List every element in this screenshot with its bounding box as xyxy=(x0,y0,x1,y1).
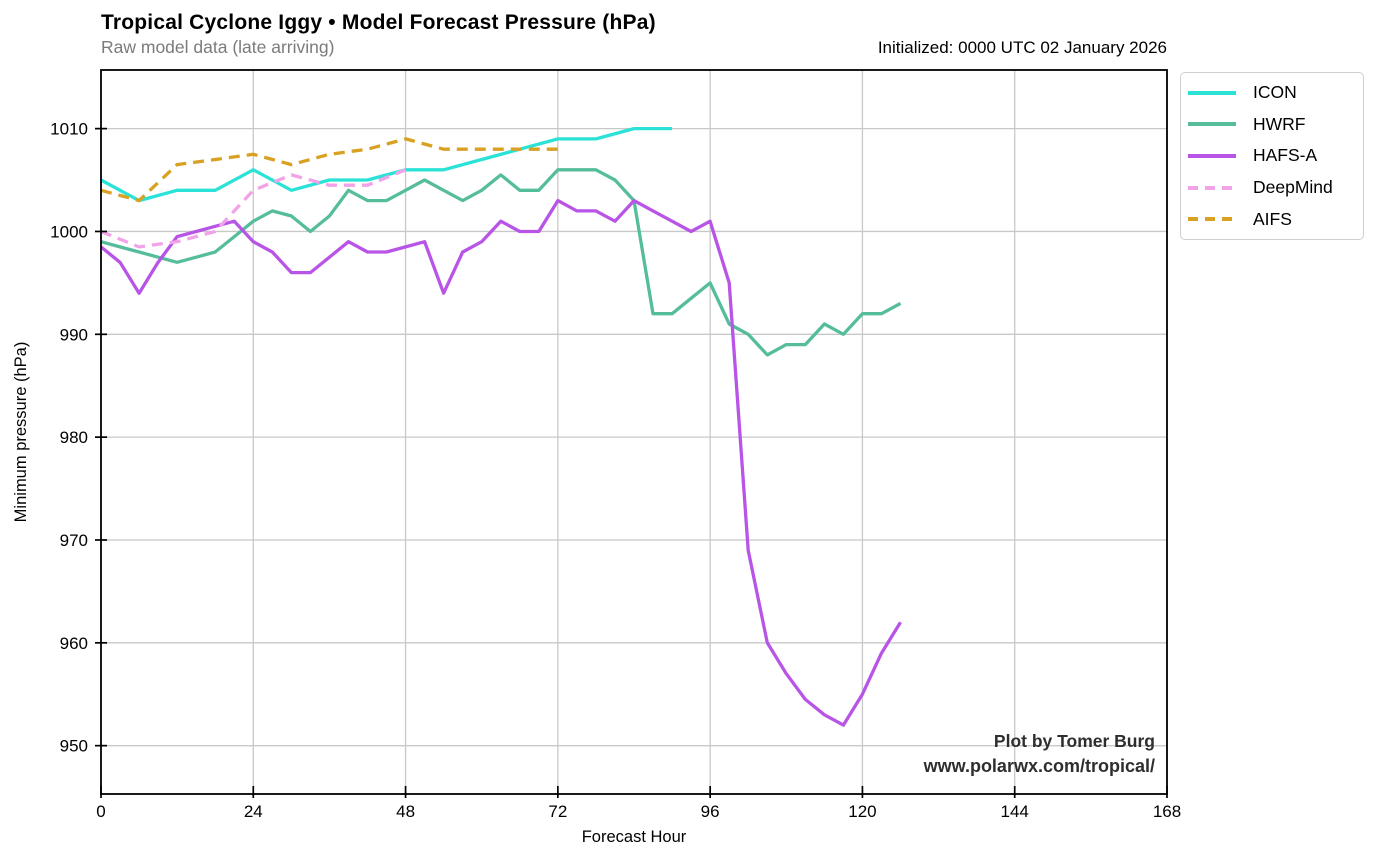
series-line-aifs xyxy=(100,137,558,203)
legend-label-aifs: AIFS xyxy=(1253,208,1292,229)
y-tick-label: 960 xyxy=(60,634,88,653)
watermark-author: Plot by Tomer Burg xyxy=(993,731,1155,751)
y-tick-label: 990 xyxy=(60,325,88,344)
x-tick-label: 96 xyxy=(701,802,720,821)
x-tick-label: 168 xyxy=(1153,802,1181,821)
y-tick-label: 970 xyxy=(60,531,88,550)
legend-item-hwrf: HWRF xyxy=(1188,114,1363,135)
legend-swatch-aifs xyxy=(1188,217,1236,222)
y-axis-label: Minimum pressure (hPa) xyxy=(12,342,30,523)
x-tick-label: 144 xyxy=(1001,802,1029,821)
series-line-hwrf xyxy=(100,168,902,357)
legend-label-deepmind: DeepMind xyxy=(1253,177,1333,198)
plot-frame xyxy=(100,69,1168,795)
watermark-url: www.polarwx.com/tropical/ xyxy=(923,756,1155,776)
legend-item-deepmind: DeepMind xyxy=(1188,177,1363,198)
series-line-hafs-a xyxy=(99,198,902,727)
legend-swatch-hwrf xyxy=(1188,122,1236,127)
y-tick-label: 980 xyxy=(60,428,88,447)
init-timestamp: Initialized: 0000 UTC 02 January 2026 xyxy=(877,38,1167,57)
legend-swatch-deepmind xyxy=(1188,185,1236,190)
x-tick-label: 0 xyxy=(96,802,105,821)
y-tick-label: 950 xyxy=(60,737,88,756)
x-tick-label: 72 xyxy=(548,802,567,821)
y-tick-label: 1000 xyxy=(50,222,88,241)
x-tick-label: 120 xyxy=(848,802,876,821)
legend-swatch-hafs-a xyxy=(1188,153,1236,158)
x-axis-label: Forecast Hour xyxy=(582,828,687,846)
x-tick-label: 48 xyxy=(396,802,415,821)
chart-title: Tropical Cyclone Iggy • Model Forecast P… xyxy=(101,11,656,34)
legend-swatch-icon xyxy=(1188,90,1236,95)
legend-label-hafs-a: HAFS-A xyxy=(1253,145,1318,166)
chart-subtitle: Raw model data (late arriving) xyxy=(101,37,335,57)
legend-item-icon: ICON xyxy=(1188,82,1363,103)
legend-item-aifs: AIFS xyxy=(1188,209,1363,230)
legend-label-icon: ICON xyxy=(1253,82,1297,103)
series-line-icon xyxy=(100,126,673,203)
legend-label-hwrf: HWRF xyxy=(1253,113,1306,134)
legend-item-hafs-a: HAFS-A xyxy=(1188,145,1363,166)
series-line-deepmind xyxy=(100,168,407,249)
x-tick-label: 24 xyxy=(244,802,263,821)
y-tick-label: 1010 xyxy=(50,120,88,139)
legend: ICON HWRF HAFS-A DeepMind AIFS xyxy=(1180,72,1364,240)
